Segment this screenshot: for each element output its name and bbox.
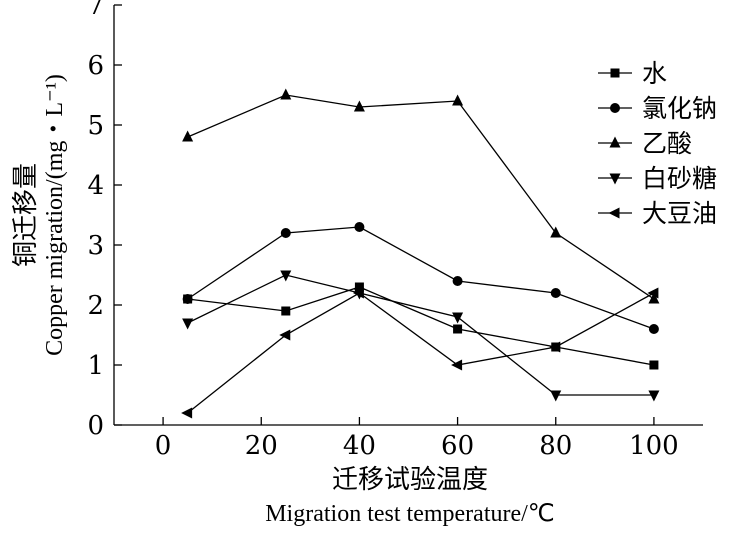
y-tick-label: 6 — [87, 51, 104, 81]
ticks: 0 1 2 3 4 5 6 7 0 20 40 60 80 100 — [87, 0, 678, 461]
data-point-series-3 — [280, 88, 292, 100]
legend-label-2: 氯化钠 — [642, 94, 717, 123]
data-point-series-5 — [352, 287, 364, 299]
x-axis-label-en: Migration test temperature/℃ — [265, 501, 555, 527]
legend-marker-4 — [609, 173, 621, 185]
data-point-series-2 — [354, 222, 365, 232]
legend-marker-5 — [608, 207, 620, 219]
x-tick-label: 0 — [155, 431, 172, 461]
x-tick-label: 80 — [539, 431, 572, 461]
data-point-series-5 — [279, 329, 291, 341]
data-point-series-5 — [647, 287, 659, 299]
y-axis-label-en: Copper migration/(mg・L⁻¹) — [42, 74, 68, 356]
series-line-4 — [187, 274, 654, 396]
legend-label-1: 水 — [642, 59, 667, 88]
y-tick-label: 0 — [87, 411, 104, 441]
data-point-series-4 — [648, 390, 660, 402]
data-point-series-1 — [453, 324, 463, 334]
data-point-series-2 — [550, 288, 561, 298]
data-point-series-5 — [549, 341, 561, 353]
x-tick-label: 20 — [245, 431, 278, 461]
series-line-2 — [187, 226, 655, 330]
data-point-series-2 — [182, 294, 193, 304]
axes — [113, 5, 703, 426]
data-point-series-1 — [649, 360, 659, 370]
y-tick-label: 3 — [87, 231, 104, 261]
y-tick-label: 1 — [87, 351, 104, 381]
y-tick-label: 4 — [87, 171, 104, 201]
legend-marker-1 — [610, 68, 620, 78]
data-point-series-1 — [354, 282, 364, 292]
series-line-5 — [187, 292, 655, 414]
x-tick-label: 60 — [441, 431, 474, 461]
x-tick-label: 100 — [629, 431, 679, 461]
series-line-3 — [187, 94, 655, 300]
data-point-series-3 — [452, 94, 464, 106]
y-axis-label-cn: 铜迁移量 — [11, 163, 41, 267]
data-point-series-4 — [452, 312, 464, 324]
data-point-series-3 — [182, 130, 194, 142]
data-point-series-4 — [280, 270, 292, 282]
legend-label-5: 大豆油 — [642, 199, 717, 228]
series-lines — [187, 94, 655, 414]
x-axis-label-cn: 迁移试验温度 — [332, 465, 488, 495]
series-markers — [181, 88, 660, 419]
legend-marker-3 — [609, 136, 621, 148]
data-point-series-3 — [353, 100, 365, 112]
data-point-series-2 — [452, 276, 463, 286]
y-tick-label: 5 — [87, 111, 104, 141]
data-point-series-5 — [451, 359, 463, 371]
data-point-series-2 — [280, 228, 291, 238]
data-point-series-2 — [648, 324, 659, 334]
y-tick-label: 2 — [87, 291, 104, 321]
data-point-series-4 — [550, 390, 562, 402]
series-line-1 — [187, 286, 655, 366]
legend-marker-2 — [610, 103, 620, 113]
data-point-series-3 — [648, 292, 660, 304]
legend-label-3: 乙酸 — [642, 129, 692, 158]
y-tick-label: 7 — [87, 0, 104, 21]
data-point-series-3 — [550, 226, 562, 238]
legend-label-4: 白砂糖 — [642, 164, 717, 193]
data-point-series-1 — [281, 306, 291, 316]
x-tick-label: 40 — [343, 431, 376, 461]
data-point-series-4 — [182, 318, 194, 330]
data-point-series-5 — [181, 407, 193, 419]
